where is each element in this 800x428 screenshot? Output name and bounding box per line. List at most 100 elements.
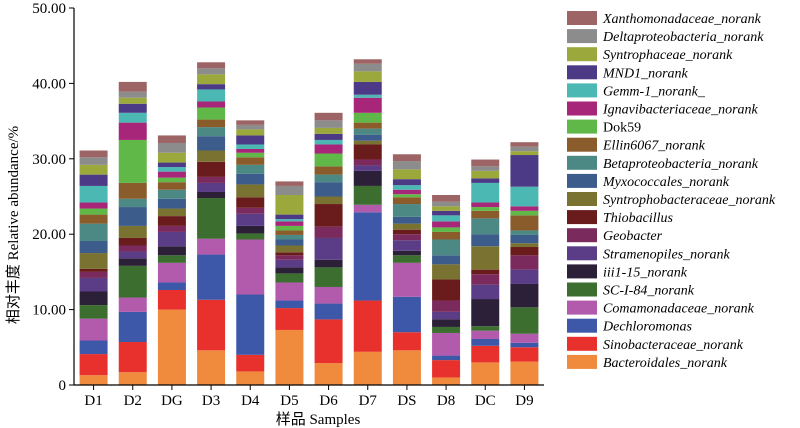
- legend-item: Xanthomonadaceae_norank: [567, 11, 762, 27]
- legend-label: MND1_norank: [602, 66, 689, 81]
- bar-segment-D5-15: [275, 219, 304, 222]
- bar-segment-D4-6: [236, 213, 265, 226]
- legend-item: Syntrophobacteraceae_norank: [567, 192, 776, 208]
- legend-item: Betaproteobacteria_norank: [567, 155, 759, 172]
- bar-segment-D2-12: [118, 182, 147, 199]
- legend-label: Ellin6067_norank: [602, 139, 706, 154]
- bar-segment-DS-19: [392, 154, 421, 162]
- legend-swatch: [567, 246, 597, 261]
- legend-label: Stramenopiles_norank: [603, 247, 731, 262]
- bar-segment-D2-4: [118, 265, 147, 298]
- legend-label: Sinobacteraceae_norank: [603, 338, 744, 353]
- bar-segment-D4-8: [236, 197, 265, 208]
- bar-segment-D4-7: [236, 207, 265, 214]
- bar-segment-D2-15: [118, 112, 147, 123]
- bar-segment-DS-18: [392, 161, 421, 170]
- legend-swatch: [567, 354, 597, 369]
- bar-segment-D2-13: [118, 139, 147, 183]
- bar-segment-DC-18: [471, 166, 500, 171]
- bar-segment-D8-10: [432, 255, 461, 265]
- legend-swatch: [567, 264, 597, 279]
- bar-segment-DS-11: [392, 204, 421, 217]
- bar-segment-D9-6: [510, 269, 539, 284]
- bar-segment-D2-0: [118, 372, 147, 385]
- bar-segment-DS-9: [392, 223, 421, 230]
- legend-label: Betaproteobacteria_norank: [603, 157, 759, 172]
- bar-segment-D3-0: [197, 350, 226, 385]
- bar-segment-D5-2: [275, 300, 304, 309]
- bar-segment-DG-9: [157, 208, 186, 217]
- legend-swatch: [567, 228, 597, 243]
- bar-segment-D8-17: [432, 206, 461, 211]
- bar-segment-D4-2: [236, 294, 265, 355]
- bar-segment-D1-13: [79, 208, 108, 215]
- x-tick-label: D9: [515, 393, 533, 409]
- bar-segment-D8-2: [432, 355, 461, 361]
- bar-segment-D4-18: [236, 124, 265, 130]
- bar-segment-D8-12: [432, 231, 461, 240]
- x-axis-title: 样品 Samples: [276, 411, 361, 428]
- bar-segment-DS-4: [392, 255, 421, 263]
- bar-segment-D4-19: [236, 120, 265, 125]
- bar-segment-D7-1: [353, 300, 382, 352]
- bar-segment-D9-8: [510, 247, 539, 256]
- bar-segment-D6-4: [314, 267, 343, 287]
- bar-segment-D7-4: [353, 185, 382, 205]
- legend-label: SC-I-84_norank: [603, 284, 695, 299]
- bar-segment-D9-13: [510, 210, 539, 216]
- bar-segment-D3-9: [197, 150, 226, 162]
- bar-stack-D5: [275, 181, 304, 385]
- bar-segment-DG-18: [157, 142, 186, 153]
- bar-segment-D2-5: [118, 258, 147, 266]
- bar-segment-D7-18: [353, 63, 382, 72]
- bar-segment-D1-12: [79, 214, 108, 224]
- legend-swatch: [567, 192, 597, 206]
- bar-segment-D2-7: [118, 245, 147, 252]
- bar-segment-D9-5: [510, 283, 539, 308]
- legend-swatch: [567, 282, 597, 297]
- legend-swatch: [567, 119, 597, 134]
- x-tick-label: DS: [397, 393, 416, 409]
- bar-stack-D4: [236, 120, 265, 385]
- bar-segment-D7-3: [353, 204, 382, 213]
- legend-swatch: [567, 173, 597, 188]
- bar-segment-D3-4: [197, 198, 226, 239]
- legend-item: Ellin6067_norank: [567, 137, 706, 154]
- bar-segment-D4-1: [236, 354, 265, 372]
- bar-segment-DG-0: [157, 309, 186, 385]
- legend-swatch: [567, 29, 597, 44]
- bar-segment-D1-6: [79, 277, 108, 292]
- bar-segment-D3-5: [197, 191, 226, 199]
- bar-segment-D8-7: [432, 300, 461, 312]
- bar-segment-D5-11: [275, 234, 304, 240]
- bar-stack-DG: [157, 135, 186, 385]
- bar-segment-D3-2: [197, 254, 226, 300]
- bar-segment-D1-18: [79, 157, 108, 165]
- bar-segment-D3-7: [197, 176, 226, 183]
- bar-segment-DC-11: [471, 218, 500, 235]
- legend-item: Ignavibacteriaceae_norank: [567, 101, 759, 118]
- bar-segment-DC-0: [471, 362, 500, 385]
- bar-segment-D3-18: [197, 68, 226, 75]
- legend-item: Bacteroidales_norank: [567, 354, 728, 371]
- bar-segment-D2-18: [118, 91, 147, 98]
- legend-swatch: [567, 318, 597, 333]
- legend-item: Gemm-1_norank_: [567, 83, 706, 99]
- bar-segment-D8-15: [432, 215, 461, 222]
- bar-segment-D3-17: [197, 74, 226, 85]
- legend-item: Geobacter: [567, 228, 663, 244]
- legend-label: Bacteroidales_norank: [603, 356, 728, 371]
- bar-segment-D5-13: [275, 225, 304, 231]
- bar-segment-D6-8: [314, 204, 343, 227]
- bar-segment-DG-12: [157, 182, 186, 190]
- bar-segment-D2-3: [118, 297, 147, 312]
- bar-segment-DS-1: [392, 332, 421, 351]
- y-tick-label: 20.00: [32, 227, 66, 243]
- bar-segment-D7-5: [353, 170, 382, 186]
- bar-segment-D1-16: [79, 174, 108, 186]
- bar-segment-D9-19: [510, 142, 539, 147]
- x-tick-label: D7: [359, 393, 378, 409]
- bar-segment-D6-5: [314, 259, 343, 268]
- bar-segment-D9-14: [510, 206, 539, 211]
- bar-segment-D1-5: [79, 291, 108, 306]
